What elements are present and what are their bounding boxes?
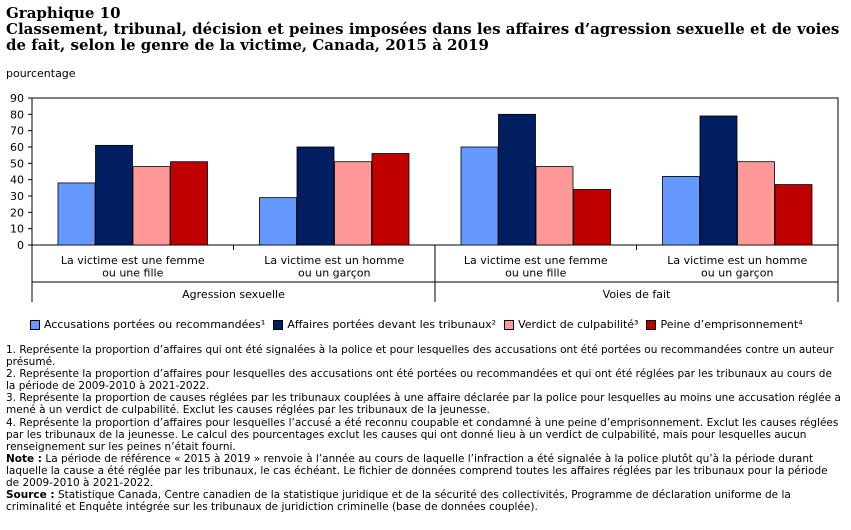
bar (296, 146, 335, 246)
x-tick-label: ou un garçon (701, 267, 773, 280)
chart-title-number: Graphique 10 (6, 4, 121, 22)
legend-label: Accusations portées ou recommandées¹ (44, 318, 266, 331)
chart-title: Graphique 10 Classement, tribunal, décis… (6, 5, 846, 53)
bar (259, 197, 297, 246)
footnote-2: 2. Représente la proportion d’affaires p… (6, 368, 832, 393)
bar (498, 113, 536, 246)
legend-swatch (273, 319, 284, 330)
x-tick-label: ou une fille (505, 267, 566, 280)
legend-item: Accusations portées ou recommandées¹ (30, 318, 265, 331)
y-tick-label: 30 (10, 190, 24, 203)
bar-chart: 0 10 20 30 40 50 60 70 80 90 La victime est une fe… (10, 92, 839, 302)
bar (132, 166, 171, 246)
legend-label: Peine d’emprisonnement⁴ (660, 318, 803, 331)
bar (573, 189, 611, 246)
footnote-4: 4. Représente la proportion d’affaires p… (6, 416, 839, 453)
bar (737, 161, 775, 246)
y-tick-label: 10 (10, 223, 24, 236)
group-label: Agression sexuelle (182, 288, 285, 301)
legend-item: Peine d’emprisonnement⁴ (646, 318, 803, 331)
footnotes: 1. Représente la proportion d’affaires q… (6, 344, 844, 513)
y-tick-label: 40 (10, 174, 24, 187)
x-tick-label: La victime est un homme (667, 254, 807, 267)
note-text: La période de référence « 2015 à 2019 » … (6, 452, 828, 490)
legend-swatch (30, 319, 40, 330)
y-tick-label: 0 (17, 239, 24, 252)
y-tick-label: 20 (10, 206, 24, 219)
bar (662, 175, 700, 246)
x-tick-label: ou une fille (102, 267, 163, 280)
legend-swatch (504, 319, 515, 330)
note-paragraph: Note : La période de référence « 2015 à … (6, 453, 844, 489)
legend-label: Affaires portées devant les tribunaux² (287, 318, 497, 331)
group-label: Voies de fait (603, 288, 671, 301)
bar (774, 184, 813, 246)
bar (95, 144, 133, 246)
legend-swatch (646, 319, 657, 330)
y-tick-label: 80 (10, 108, 24, 121)
y-axis-unit-label: pourcentage (6, 67, 76, 80)
source-text: Statistique Canada, Centre canadien de l… (6, 489, 791, 514)
footnote-3: 3. Représente la proportion de causes ré… (6, 392, 841, 417)
bar (535, 166, 574, 246)
legend-label: Verdict de culpabilité³ (518, 318, 639, 331)
x-tick-label: La victime est une femme (464, 254, 608, 267)
x-tick-label: ou un garçon (298, 267, 370, 280)
source-paragraph: Source : Statistique Canada, Centre cana… (6, 489, 844, 513)
chart-title-line-1: Classement, tribunal, décision et peines… (6, 20, 840, 38)
x-tick-label: La victime est un homme (264, 254, 404, 267)
y-tick-label: 60 (10, 141, 24, 154)
source-label: Source : (6, 489, 55, 502)
chart-title-line-2: de fait, selon le genre de la victime, C… (6, 36, 489, 54)
y-tick-label: 90 (10, 92, 24, 105)
y-tick-label: 70 (10, 125, 24, 138)
bar (170, 161, 208, 246)
x-tick-label: La victime est une femme (61, 254, 205, 267)
bar (334, 161, 372, 246)
legend-item: Verdict de culpabilité³ (504, 318, 638, 331)
bar (371, 153, 410, 246)
footnote-1: 1. Représente la proportion d’affaires q… (6, 344, 834, 369)
y-tick-label: 50 (10, 157, 24, 170)
note-label: Note : (6, 452, 42, 465)
bar (699, 115, 738, 246)
chart-legend: Accusations portées ou recommandées¹ Affa… (30, 318, 811, 331)
bar (460, 146, 499, 246)
bar (57, 182, 96, 246)
legend-item: Affaires portées devant les tribunaux² (273, 318, 496, 331)
